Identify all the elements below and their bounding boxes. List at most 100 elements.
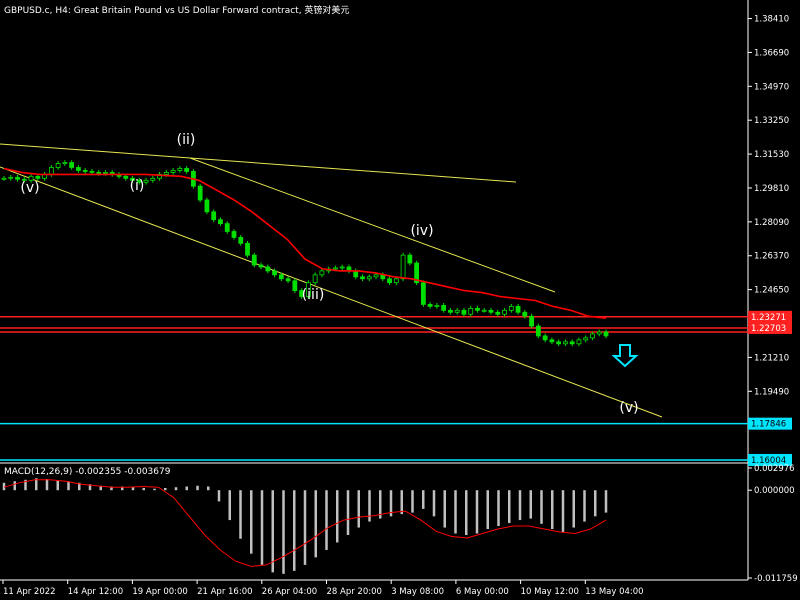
candle-body (258, 264, 264, 268)
price-tick-label: 1.34970 (754, 82, 789, 92)
candle-body (583, 337, 589, 341)
candle-body (475, 307, 480, 311)
candle-body (576, 339, 582, 345)
price-candles (1, 160, 609, 347)
price-tick-label: 1.31530 (754, 150, 789, 160)
price-tick-label: 1.21210 (754, 353, 789, 363)
candle-body (278, 274, 284, 280)
time-tick-label: 6 May 00:00 (456, 587, 509, 597)
candle-body (387, 278, 392, 284)
time-tick-label: 11 Apr 2022 (3, 587, 56, 597)
trendline-channel-bottom[interactable] (0, 166, 663, 418)
candle-body (123, 175, 129, 179)
candle-body (360, 276, 365, 280)
candle-body (312, 274, 318, 284)
candle-body (28, 175, 34, 181)
candle-body (197, 185, 203, 201)
candle-body (15, 176, 20, 180)
candle-body (245, 242, 250, 256)
candle-body (21, 178, 27, 181)
candle-body (407, 254, 413, 264)
candle-body (238, 237, 244, 244)
candle-body (299, 290, 305, 297)
macd-tick-label: 0.002976 (754, 464, 795, 474)
candle-body (339, 266, 345, 269)
price-tick-label: 1.29810 (754, 184, 789, 194)
candle-body (130, 177, 135, 181)
candle-body (434, 304, 440, 307)
candle-body (76, 167, 81, 171)
candle-body (103, 172, 108, 174)
candle-body (427, 303, 433, 307)
macd-histogram (2, 478, 608, 574)
candle-body (556, 341, 562, 345)
macd-tick-label: -0.011759 (754, 574, 798, 584)
trendline-channel-top[interactable] (189, 157, 556, 293)
macd-tick-label: 0.000000 (754, 486, 795, 496)
wave-label: (ii) (177, 132, 196, 148)
wave-label: (v) (619, 400, 638, 416)
level-price-label: 1.23271 (751, 313, 786, 323)
candle-body (211, 211, 217, 221)
price-tick-label: 1.33250 (754, 116, 789, 126)
candle-body (333, 267, 338, 270)
wave-labels: (v) (i) (ii) (iii) (iv) (v) (20, 132, 638, 416)
price-tick-label: 1.26370 (754, 252, 789, 262)
candle-body (69, 162, 75, 168)
macd-indicator-label: MACD(12,26,9) -0.002355 -0.003679 (4, 467, 171, 477)
price-tick-label: 1.24650 (754, 286, 789, 296)
candle-body (448, 309, 453, 313)
candle-body (272, 270, 277, 276)
candle-body (218, 219, 223, 225)
trendline-upper-long[interactable] (0, 143, 517, 183)
candle-body (420, 282, 426, 305)
candle-body (251, 254, 257, 266)
price-axis-ticks: 1.38410 1.36690 1.34970 1.33250 1.31530 1.298… (748, 15, 789, 466)
time-tick-label: 3 May 08:00 (391, 587, 444, 597)
level-price-label: 1.17846 (751, 420, 786, 430)
candle-body (96, 172, 102, 174)
macd-axis-ticks: 0.002976 0.000000 -0.011759 (748, 464, 798, 584)
candle-body (150, 177, 156, 181)
wave-label: (i) (130, 178, 145, 194)
candle-body (157, 173, 162, 179)
level-price-tag (748, 310, 792, 323)
price-tick-label: 1.28090 (754, 218, 789, 228)
wave-label: (iv) (410, 223, 433, 239)
candle-body (231, 231, 237, 238)
candle-body (596, 331, 602, 335)
candle-body (62, 162, 68, 164)
candle-body (393, 278, 399, 284)
candle-body (563, 341, 568, 345)
candle-body (184, 168, 190, 172)
time-tick-label: 19 Apr 00:00 (132, 587, 187, 597)
candle-body (170, 170, 176, 173)
chart-title: GBPUSD.c, H4: Great Britain Pound vs US … (4, 6, 350, 16)
candle-body (305, 282, 311, 297)
candle-body (1, 177, 7, 180)
level-price-tag (748, 321, 792, 334)
candle-body (535, 325, 541, 337)
candle-body (495, 311, 501, 315)
candle-body (136, 179, 142, 183)
candle-body (204, 199, 210, 213)
trendlines[interactable] (0, 143, 663, 418)
candle-body (143, 179, 149, 183)
candle-body (285, 278, 291, 282)
candle-body (82, 170, 88, 172)
candle-body (163, 172, 169, 175)
candle-body (569, 341, 575, 345)
candle-body (35, 175, 41, 179)
level-price-tag (748, 417, 792, 430)
candle-body (603, 331, 609, 337)
wave-label: (iii) (302, 287, 325, 303)
level-price-label: 1.16004 (751, 456, 786, 466)
time-tick-label: 26 Apr 04:00 (262, 587, 317, 597)
candle-body (508, 305, 514, 311)
candle-body (366, 276, 372, 280)
time-tick-label: 13 May 04:00 (585, 587, 643, 597)
candle-body (529, 315, 534, 327)
candle-body (265, 266, 271, 272)
